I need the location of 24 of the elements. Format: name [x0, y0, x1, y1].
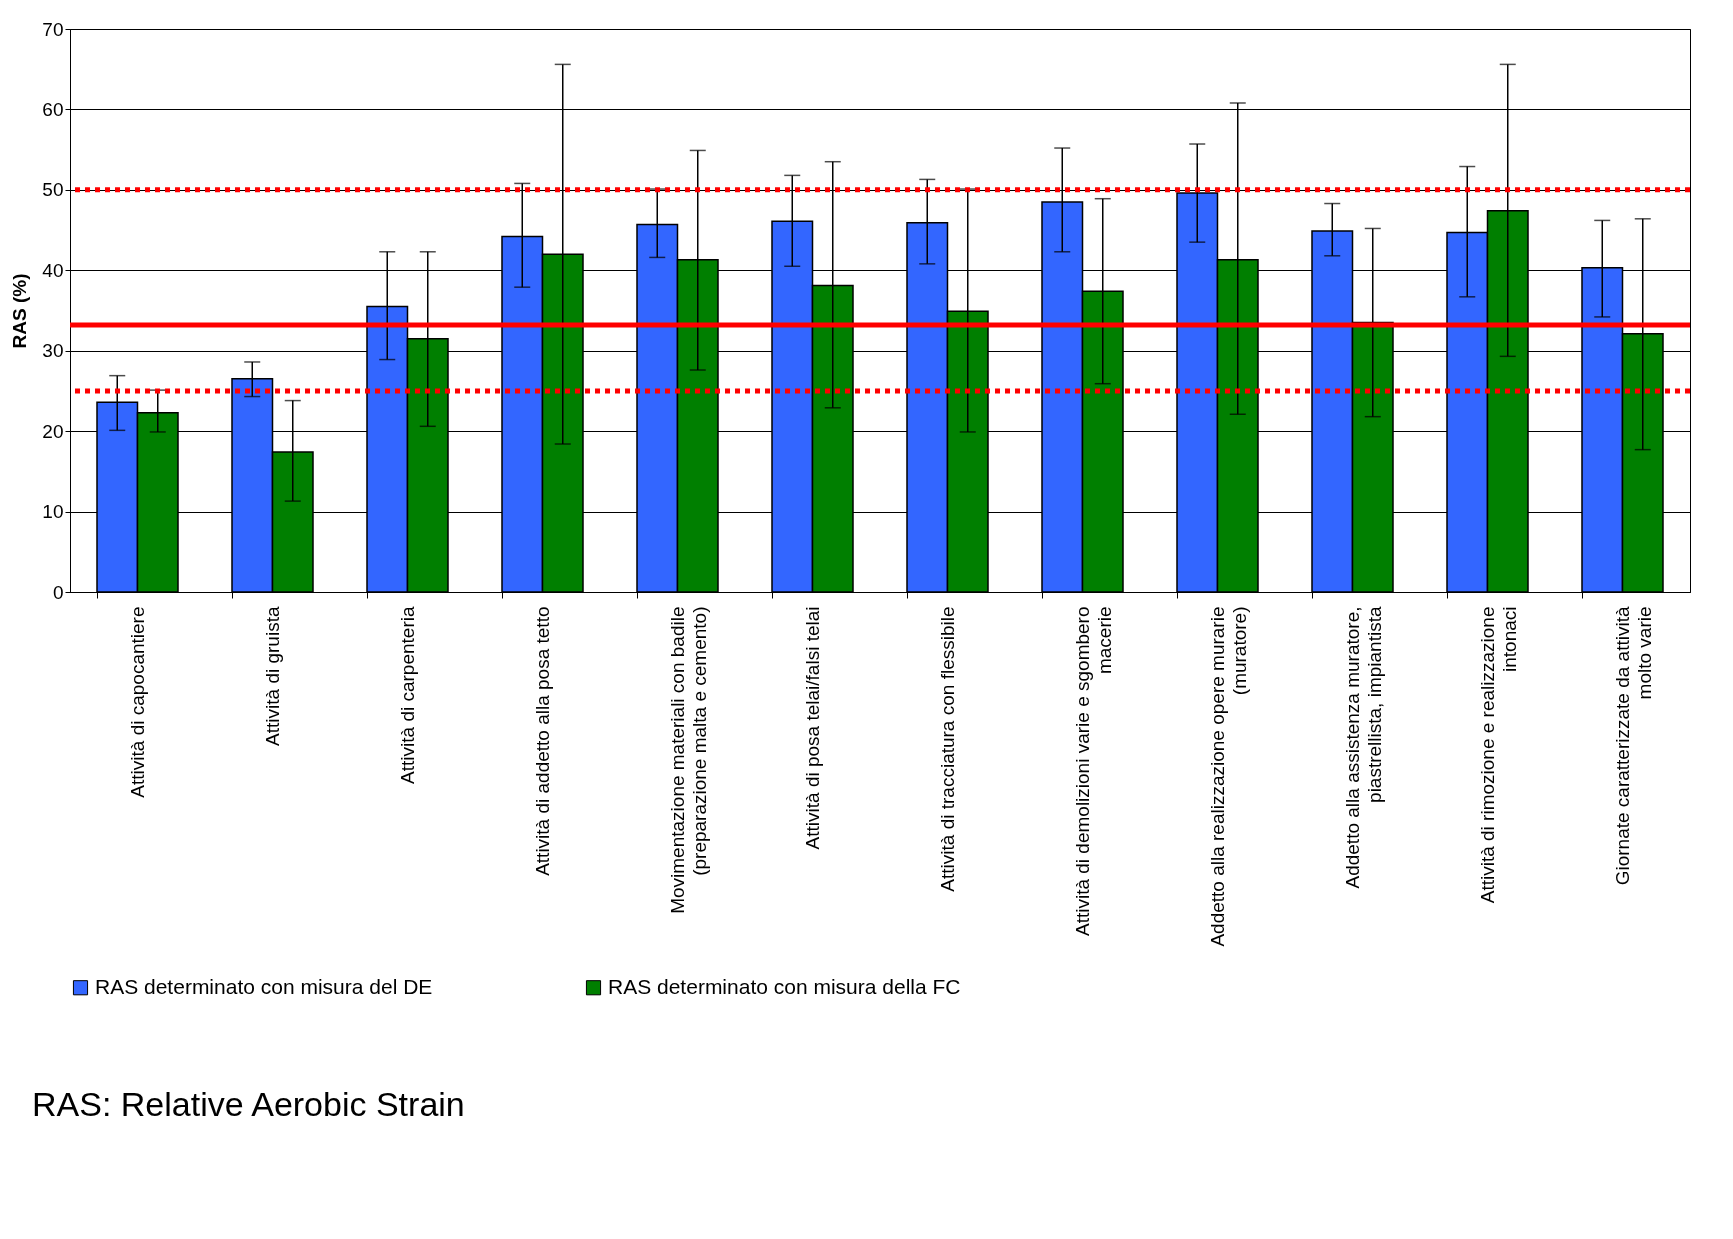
x-tick-label: Attività di gruista — [261, 606, 283, 746]
y-tick-label: 50 — [42, 179, 64, 201]
y-axis-title: RAS (%) — [9, 273, 31, 349]
x-tick-label: Addetto alla assistenza muratore, piastrellista, impiantista — [1341, 606, 1385, 889]
x-tick-label: Attività di carpenteria — [396, 606, 418, 784]
y-tick-label: 10 — [42, 501, 64, 523]
x-tick-label: Attività di posa telai/falsi telai — [801, 606, 823, 850]
x-tick-label: Movimentazione materiali con badile (preparazione malta e cemento) — [666, 606, 710, 914]
legend-label: RAS determinato con misura della FC — [608, 974, 961, 998]
x-tick-label: Giornate caratterizzate da attività molto varie — [1611, 606, 1655, 886]
x-tick-label: Attività di capocantiere — [126, 606, 148, 798]
y-tick-label: 20 — [42, 420, 64, 442]
text: RAS: Relative Aerobic Strain — [32, 1085, 465, 1124]
x-tick-label: Attività di addetto alla posa tetto — [531, 606, 553, 876]
y-tick-label: 30 — [42, 340, 64, 362]
y-tick-label: 40 — [42, 259, 64, 281]
x-tick-label: Attività di demolizioni varie e sgombero macerie — [1071, 606, 1115, 936]
y-tick-label: 70 — [42, 18, 64, 40]
x-tick-label: Attività di rimozione e realizzazione intonaci — [1476, 606, 1520, 904]
x-tick-label: Attività di tracciatura con flessibile — [936, 606, 958, 892]
x-tick-label: Addetto alla realizzazione opere murarie (muratore) — [1206, 606, 1250, 947]
y-tick-label: 60 — [42, 98, 64, 120]
y-tick-label: 0 — [52, 581, 64, 603]
legend-label: RAS determinato con misura del DE — [95, 974, 433, 998]
